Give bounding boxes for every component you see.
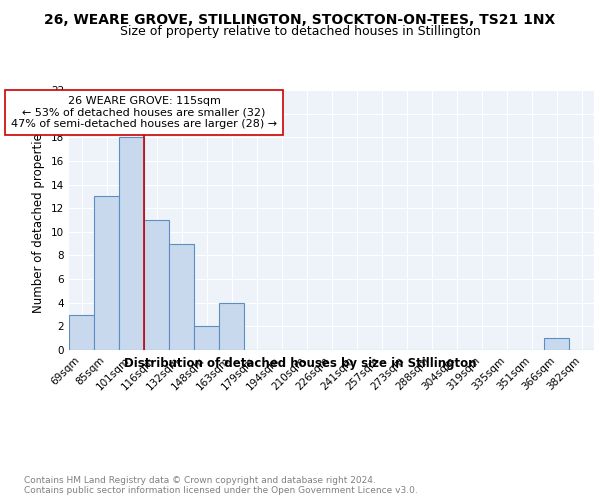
Bar — [544, 338, 569, 350]
Bar — [219, 302, 244, 350]
Bar — [119, 138, 144, 350]
Text: Size of property relative to detached houses in Stillington: Size of property relative to detached ho… — [119, 25, 481, 38]
Text: 26, WEARE GROVE, STILLINGTON, STOCKTON-ON-TEES, TS21 1NX: 26, WEARE GROVE, STILLINGTON, STOCKTON-O… — [44, 12, 556, 26]
Bar — [69, 314, 94, 350]
Y-axis label: Number of detached properties: Number of detached properties — [32, 127, 46, 313]
Bar — [169, 244, 194, 350]
Bar — [94, 196, 119, 350]
Text: Contains HM Land Registry data © Crown copyright and database right 2024.
Contai: Contains HM Land Registry data © Crown c… — [24, 476, 418, 495]
Text: 26 WEARE GROVE: 115sqm
← 53% of detached houses are smaller (32)
47% of semi-det: 26 WEARE GROVE: 115sqm ← 53% of detached… — [11, 96, 277, 129]
Bar — [194, 326, 219, 350]
Bar — [144, 220, 169, 350]
Text: Distribution of detached houses by size in Stillington: Distribution of detached houses by size … — [124, 358, 476, 370]
